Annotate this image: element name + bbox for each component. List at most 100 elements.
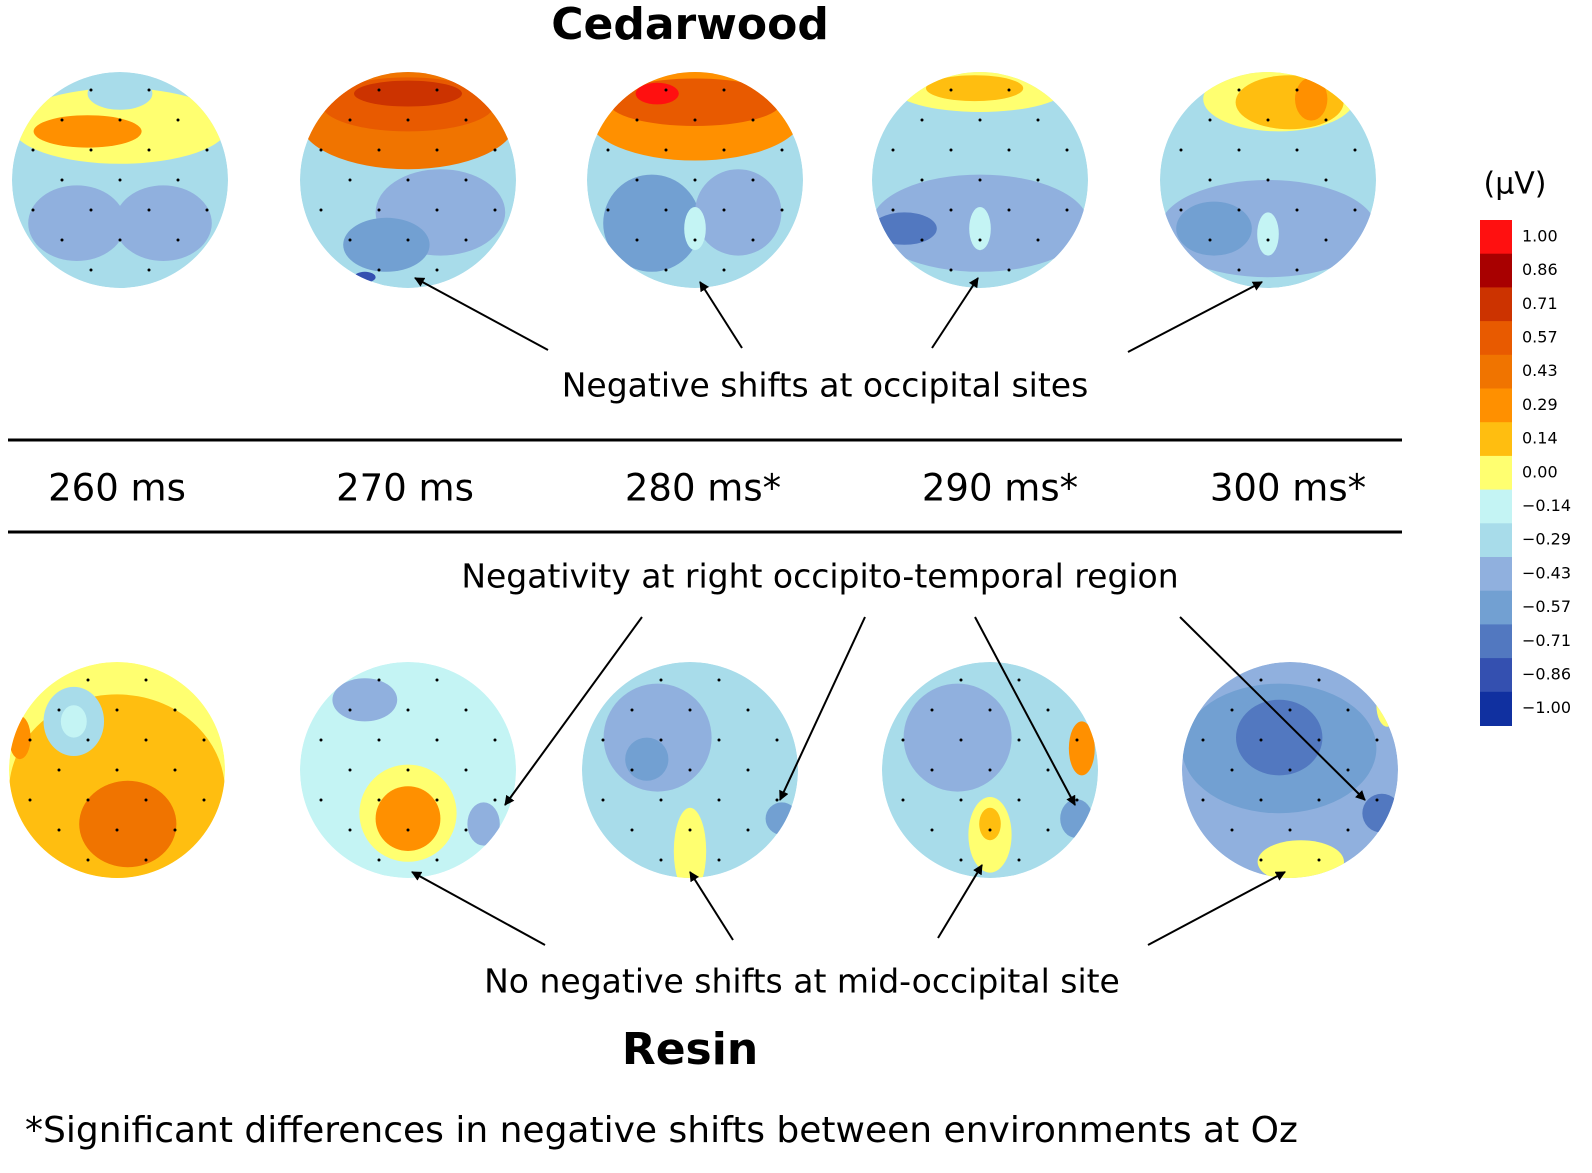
electrode <box>205 208 209 212</box>
electrode <box>147 208 151 212</box>
electrode <box>144 858 148 862</box>
electrode <box>377 88 381 92</box>
electrode <box>1295 148 1299 152</box>
map-region <box>926 75 1024 102</box>
colorbar-segment <box>1480 388 1512 423</box>
electrode <box>920 178 924 182</box>
map-region <box>375 786 441 851</box>
electrode <box>115 828 119 832</box>
annotation-mid: Negativity at right occipito-temporal re… <box>461 557 1178 596</box>
time-label: 300 ms* <box>1210 467 1366 510</box>
electrode <box>988 768 992 772</box>
electrode <box>377 738 381 742</box>
colorbar-segment <box>1480 455 1512 491</box>
electrode <box>1017 858 1021 862</box>
electrode <box>1353 208 1357 212</box>
map-region <box>695 169 782 256</box>
electrode <box>1230 768 1234 772</box>
colorbar: 1.00 0.86 0.71 0.57 0.43 0.29 0.14 0.00 −0.14 −0.… <box>1480 220 1571 726</box>
electrode <box>1046 768 1050 772</box>
electrode <box>144 738 148 742</box>
electrode <box>1179 148 1183 152</box>
electrode <box>406 708 410 712</box>
map-region <box>9 716 31 760</box>
electrode <box>435 268 439 272</box>
electrode <box>176 118 180 122</box>
electrode <box>173 708 177 712</box>
electrode <box>949 268 953 272</box>
topo-map <box>12 72 228 288</box>
electrode <box>930 708 934 712</box>
electrode <box>630 768 634 772</box>
topo-map <box>587 72 803 288</box>
map-region <box>60 705 87 738</box>
electrode <box>780 148 784 152</box>
map-region <box>1068 721 1095 776</box>
electrode <box>89 208 93 212</box>
electrode <box>1065 208 1069 212</box>
electrode <box>86 678 90 682</box>
topo-map <box>9 662 225 878</box>
electrode <box>60 118 64 122</box>
electrode <box>635 118 639 122</box>
electrode <box>1075 798 1079 802</box>
electrode <box>630 708 634 712</box>
electrode <box>319 208 323 212</box>
colorbar-segment <box>1480 590 1512 625</box>
electrode <box>89 148 93 152</box>
electrode <box>435 738 439 742</box>
electrode <box>920 238 924 242</box>
electrode <box>377 858 381 862</box>
electrode <box>1007 208 1011 212</box>
electrode <box>693 238 697 242</box>
electrode <box>406 238 410 242</box>
electrode <box>959 738 963 742</box>
electrode <box>31 208 35 212</box>
colorbar-segment <box>1480 321 1512 356</box>
colorbar-label: 0.00 <box>1522 462 1558 481</box>
map-region <box>903 683 1012 792</box>
electrode <box>435 88 439 92</box>
electrode <box>202 738 206 742</box>
time-label: 290 ms* <box>922 467 1078 510</box>
electrode <box>176 178 180 182</box>
electrode <box>202 798 206 802</box>
electrode <box>1288 828 1292 832</box>
electrode <box>144 678 148 682</box>
electrode <box>664 148 668 152</box>
colorbar-label: −1.00 <box>1522 698 1571 717</box>
electrode <box>1208 178 1212 182</box>
map-region <box>1295 77 1328 121</box>
electrode <box>601 738 605 742</box>
electrode <box>693 118 697 122</box>
electrode <box>406 768 410 772</box>
map-region <box>114 185 212 261</box>
map-region <box>1176 201 1252 256</box>
electrode <box>659 858 663 862</box>
electrode <box>377 798 381 802</box>
electrode <box>959 858 963 862</box>
map-region <box>354 271 376 283</box>
map-region <box>467 802 500 846</box>
electrode <box>751 118 755 122</box>
electrode <box>930 768 934 772</box>
electrode <box>147 148 151 152</box>
electrode <box>348 768 352 772</box>
electrode <box>664 88 668 92</box>
electrode <box>1237 88 1241 92</box>
electrode <box>717 678 721 682</box>
electrode <box>464 238 468 242</box>
electrode <box>464 118 468 122</box>
electrode <box>959 678 963 682</box>
topo-map <box>582 662 798 878</box>
electrode <box>377 148 381 152</box>
electrode <box>949 88 953 92</box>
electrode <box>86 858 90 862</box>
map-region <box>1257 840 1345 878</box>
electrode <box>1353 148 1357 152</box>
electrode <box>377 678 381 682</box>
electrode <box>115 768 119 772</box>
map-region <box>79 780 177 868</box>
map-region <box>1362 793 1398 833</box>
electrode <box>635 238 639 242</box>
